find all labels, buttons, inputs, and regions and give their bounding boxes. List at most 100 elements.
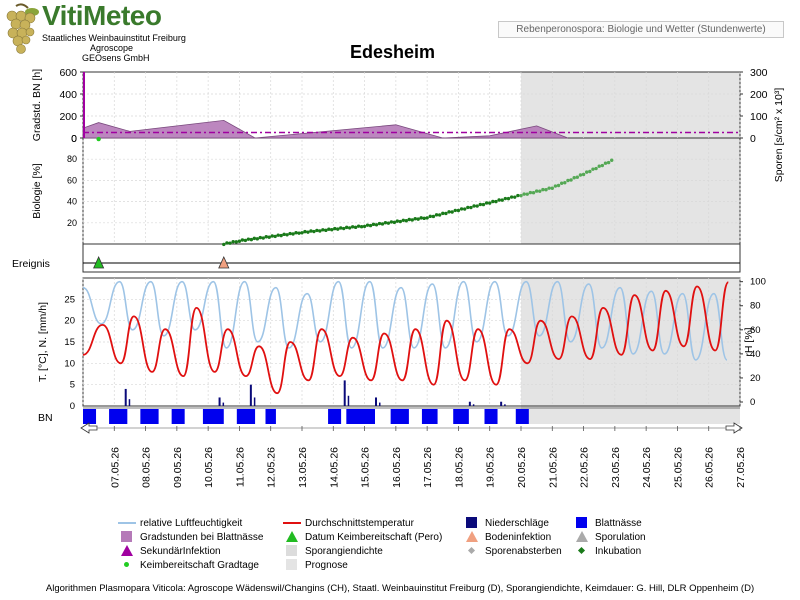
biology-point bbox=[578, 173, 583, 177]
legend-item: Sporangiendichte bbox=[283, 544, 383, 558]
logo-title: VitiMeteo bbox=[42, 0, 162, 31]
biology-point bbox=[534, 189, 539, 193]
spore-tick: 0 bbox=[750, 133, 756, 145]
biology-point bbox=[237, 239, 242, 243]
grad-tick: 0 bbox=[71, 133, 77, 145]
biology-point bbox=[416, 217, 420, 221]
rain-bar bbox=[504, 404, 506, 406]
biology-point bbox=[359, 225, 364, 229]
date-tick-label: 17.05.26 bbox=[422, 447, 434, 488]
biology-point bbox=[475, 204, 479, 208]
temperature-line bbox=[82, 281, 730, 395]
biology-point bbox=[377, 221, 382, 226]
biology-point bbox=[610, 158, 614, 162]
date-tick-label: 26.05.26 bbox=[704, 447, 716, 488]
biology-point bbox=[563, 181, 567, 185]
keimbereitschaft-dot bbox=[96, 136, 101, 142]
biology-point bbox=[550, 186, 554, 190]
legend-label: Sporulation bbox=[595, 531, 646, 543]
biology-point bbox=[437, 213, 442, 217]
rain-bar bbox=[253, 397, 256, 406]
biology-point bbox=[333, 226, 337, 231]
date-tick-label: 15.05.26 bbox=[360, 447, 372, 488]
biology-point bbox=[303, 229, 307, 234]
biology-point bbox=[519, 193, 523, 198]
rh-tick: 40 bbox=[750, 349, 761, 360]
biology-point bbox=[516, 193, 520, 198]
legend-item: Datum Keimbereitschaft (Pero) bbox=[283, 530, 442, 544]
biology-point bbox=[318, 229, 322, 233]
square-lightgray2-icon bbox=[283, 559, 301, 571]
rain-bar bbox=[468, 401, 471, 406]
vitimeteo-logo: VitiMeteo Staatliches Weinbauinstitut Fr… bbox=[2, 0, 192, 64]
date-tick-label: 22.05.26 bbox=[579, 447, 591, 488]
biology-point bbox=[541, 187, 545, 192]
rain-bar bbox=[375, 397, 377, 406]
biology-point bbox=[344, 225, 349, 230]
leaf-wetness-bar bbox=[328, 409, 342, 424]
spore-tick: 300 bbox=[750, 67, 768, 79]
legend-item: Inkubation bbox=[573, 544, 641, 558]
dot-green-icon bbox=[118, 559, 136, 571]
biology-point bbox=[288, 231, 292, 236]
biology-point bbox=[270, 234, 274, 238]
leaf-wetness-bar bbox=[421, 409, 438, 424]
bio-tick: 40 bbox=[67, 197, 77, 207]
date-tick-label: 16.05.26 bbox=[391, 447, 403, 488]
biology-point bbox=[569, 178, 573, 182]
date-tick-label: 20.05.26 bbox=[516, 447, 528, 488]
leaf-wetness-bar bbox=[83, 409, 97, 424]
date-tick-label: 13.05.26 bbox=[297, 447, 309, 488]
legend-label: Durchschnittstemperatur bbox=[305, 517, 414, 529]
biology-point bbox=[285, 233, 289, 237]
biology-point bbox=[556, 183, 561, 188]
scroll-left-arrow bbox=[80, 422, 98, 434]
temp-tick: 25 bbox=[64, 294, 75, 305]
biology-point bbox=[401, 218, 406, 223]
bn-axis-label: BN bbox=[38, 412, 53, 424]
biology-point bbox=[312, 229, 316, 234]
triangle-green-icon bbox=[283, 531, 301, 543]
biology-point bbox=[431, 214, 436, 219]
biology-point bbox=[279, 233, 283, 238]
biology-point bbox=[386, 221, 391, 225]
biology-point bbox=[441, 211, 445, 216]
bio-top-tick: 0 bbox=[71, 133, 77, 145]
temp-tick: 20 bbox=[64, 316, 75, 327]
biology-point bbox=[531, 190, 536, 195]
legend-label: Sporenabsterben bbox=[485, 545, 562, 557]
page-title: Edesheim bbox=[349, 42, 436, 62]
biology-point bbox=[309, 229, 313, 233]
biology-point bbox=[513, 195, 517, 199]
gradstunden-panel bbox=[82, 72, 740, 139]
biology-point bbox=[228, 241, 232, 245]
date-tick-label: 08.05.26 bbox=[141, 447, 153, 488]
rain-bar bbox=[343, 380, 346, 406]
biology-point bbox=[261, 236, 265, 240]
biology-point bbox=[243, 238, 248, 243]
date-tick-label: 23.05.26 bbox=[610, 447, 622, 488]
event-panel bbox=[83, 256, 740, 269]
biology-point bbox=[478, 202, 483, 207]
biology-point bbox=[234, 240, 238, 244]
biology-point bbox=[330, 228, 334, 232]
biology-point bbox=[350, 225, 355, 229]
leaf-wetness-bar bbox=[202, 409, 224, 424]
biology-point bbox=[395, 219, 400, 223]
logo-line-1: Staatliches Weinbauinstitut Freiburg bbox=[42, 33, 186, 43]
diamond-gray-icon bbox=[463, 545, 481, 557]
biology-point bbox=[522, 192, 526, 196]
line-lightblue-icon bbox=[118, 517, 136, 529]
biology-point bbox=[469, 205, 473, 210]
biology-point bbox=[264, 235, 268, 239]
rain-bar bbox=[218, 397, 221, 406]
leaf-wetness-bar bbox=[171, 409, 185, 424]
biology-point bbox=[389, 220, 394, 224]
rain-bar bbox=[128, 399, 131, 406]
biology-point bbox=[240, 238, 245, 242]
legend-item: Sporulation bbox=[573, 530, 646, 544]
grad-tick: 200 bbox=[59, 111, 77, 123]
biology-point bbox=[413, 216, 417, 221]
square-purple-icon bbox=[118, 531, 136, 543]
